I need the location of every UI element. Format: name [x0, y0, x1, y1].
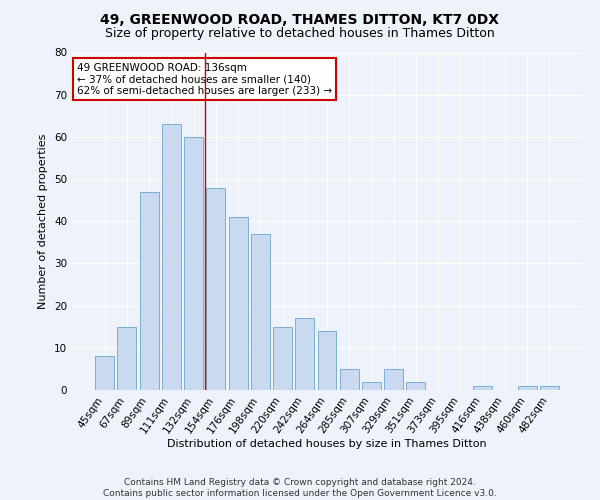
- Text: Contains HM Land Registry data © Crown copyright and database right 2024.
Contai: Contains HM Land Registry data © Crown c…: [103, 478, 497, 498]
- X-axis label: Distribution of detached houses by size in Thames Ditton: Distribution of detached houses by size …: [167, 440, 487, 450]
- Bar: [317, 331, 337, 390]
- Y-axis label: Number of detached properties: Number of detached properties: [38, 134, 49, 309]
- Bar: [295, 318, 314, 390]
- Bar: [362, 382, 381, 390]
- Bar: [273, 326, 292, 390]
- Text: 49, GREENWOOD ROAD, THAMES DITTON, KT7 0DX: 49, GREENWOOD ROAD, THAMES DITTON, KT7 0…: [101, 12, 499, 26]
- Bar: [518, 386, 536, 390]
- Bar: [473, 386, 492, 390]
- Bar: [229, 217, 248, 390]
- Bar: [251, 234, 270, 390]
- Bar: [184, 137, 203, 390]
- Bar: [140, 192, 158, 390]
- Bar: [540, 386, 559, 390]
- Bar: [406, 382, 425, 390]
- Bar: [118, 326, 136, 390]
- Text: 49 GREENWOOD ROAD: 136sqm
← 37% of detached houses are smaller (140)
62% of semi: 49 GREENWOOD ROAD: 136sqm ← 37% of detac…: [77, 62, 332, 96]
- Bar: [162, 124, 181, 390]
- Text: Size of property relative to detached houses in Thames Ditton: Size of property relative to detached ho…: [105, 28, 495, 40]
- Bar: [340, 369, 359, 390]
- Bar: [206, 188, 225, 390]
- Bar: [384, 369, 403, 390]
- Bar: [95, 356, 114, 390]
